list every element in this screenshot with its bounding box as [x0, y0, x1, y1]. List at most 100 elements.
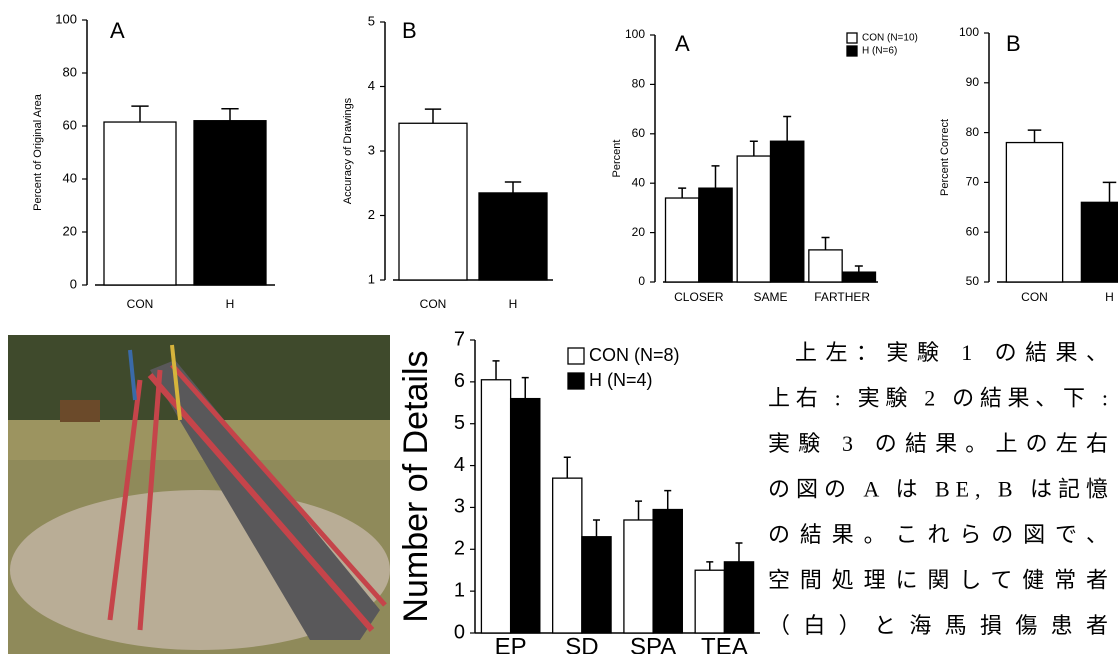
caption-line: 空間処理に関して健常者 [768, 568, 1108, 593]
error-bar [522, 378, 529, 399]
error-bar [131, 106, 148, 122]
bar [511, 399, 540, 633]
y-tick-label: 4 [454, 454, 465, 476]
bar [1081, 202, 1118, 282]
y-tick-label: 2 [454, 538, 465, 560]
bar [553, 478, 582, 633]
y-tick-label: 3 [454, 496, 465, 518]
y-tick-label: 2 [368, 207, 375, 222]
bar [194, 121, 266, 285]
x-tick-label: CON [420, 297, 447, 311]
caption-line: の結果。これらの図で、 [768, 522, 1108, 547]
error-bar [678, 188, 686, 198]
y-tick-label: 100 [55, 11, 77, 26]
y-tick-label: 20 [632, 225, 646, 239]
panel-label: A [110, 18, 125, 43]
y-tick-label: 6 [454, 370, 465, 392]
y-axis-label: Percent Correct [939, 119, 951, 196]
bar [666, 198, 699, 282]
legend-label: CON (N=10) [862, 33, 918, 44]
legend-swatch [568, 348, 584, 364]
legend-swatch [568, 373, 584, 389]
x-tick-label: H [509, 297, 518, 311]
bar [653, 510, 682, 633]
page: {"chart_data": [ {"type": "bar", "label"… [0, 0, 1118, 654]
bar [771, 141, 804, 282]
error-bar [855, 266, 863, 272]
error-bar [706, 562, 713, 570]
x-tick-label: EP [495, 633, 527, 654]
legend-swatch [847, 46, 857, 56]
bar [104, 122, 176, 285]
legend-label: H (N=4) [589, 370, 653, 390]
y-tick-label: 1 [454, 579, 465, 601]
y-axis-label: Percent [611, 140, 623, 178]
x-tick-label: TEA [701, 633, 748, 654]
x-tick-label: CON [127, 297, 154, 311]
y-tick-label: 0 [70, 276, 77, 291]
y-tick-label: 5 [454, 412, 465, 434]
y-axis-label: Accuracy of Drawings [342, 97, 354, 204]
error-bar [635, 501, 642, 520]
y-tick-label: 40 [63, 170, 77, 185]
y-tick-label: 3 [368, 142, 375, 157]
y-tick-label: 0 [454, 621, 465, 643]
x-tick-label: FARTHER [814, 290, 870, 304]
y-tick-label: 60 [632, 126, 646, 140]
x-tick-label: CLOSER [674, 290, 724, 304]
y-tick-label: 50 [966, 274, 980, 288]
y-tick-label: 80 [966, 125, 980, 139]
caption-line: （白）と海馬損傷患者 [768, 613, 1108, 638]
legend-label: CON (N=8) [589, 345, 680, 365]
bar [842, 272, 875, 282]
caption-line: の図の A は BE, B は記憶 [768, 477, 1108, 502]
chart: 0 1 2 3 4 5 6 7 Number of Details EP SD SPA TEA CON (… [397, 328, 760, 654]
caption-line: 上左：実験 1 の結果、 [795, 340, 1108, 365]
y-tick-label: 5 [368, 13, 375, 28]
legend-swatch [847, 33, 857, 43]
y-tick-label: 4 [368, 78, 375, 93]
error-bar [505, 182, 521, 193]
error-bar [783, 117, 791, 142]
y-axis-label: Percent of Original Area [32, 93, 44, 211]
error-bar [822, 238, 830, 250]
chart: 1 2 3 4 5 Accuracy of Drawings B CON H [342, 13, 553, 311]
panel-label: A [675, 31, 690, 56]
x-tick-label: SPA [630, 633, 676, 654]
y-tick-label: 60 [63, 117, 77, 132]
bar [481, 380, 510, 633]
y-tick-label: 80 [632, 77, 646, 91]
x-tick-label: H [226, 297, 235, 311]
error-bar [221, 109, 238, 121]
error-bar [1028, 130, 1042, 142]
legend-label: H (N=6) [862, 46, 897, 57]
bar [1006, 143, 1062, 282]
y-tick-label: 80 [63, 64, 77, 79]
error-bar [564, 457, 571, 478]
chart: 0 20 40 60 80 100 Percent of Original Area A CON… [32, 11, 275, 311]
y-tick-label: 1 [368, 271, 375, 286]
y-axis-label: Number of Details [397, 350, 435, 622]
bar [724, 562, 753, 633]
bar [479, 193, 547, 280]
error-bar [735, 543, 742, 562]
y-tick-label: 0 [638, 274, 645, 288]
error-bar [711, 166, 719, 188]
y-tick-label: 60 [966, 224, 980, 238]
bar [399, 123, 467, 280]
error-bar [425, 109, 441, 123]
photo [8, 335, 390, 654]
x-tick-label: SD [565, 633, 598, 654]
y-tick-label: 90 [966, 75, 980, 89]
y-tick-label: 7 [454, 328, 465, 350]
bar [624, 520, 653, 633]
y-tick-label: 20 [63, 223, 77, 238]
bar [582, 537, 611, 633]
caption-line: 上右 : 実験 2 の結果、下 : [768, 386, 1108, 411]
panel-label: B [402, 18, 417, 43]
x-tick-label: SAME [753, 290, 787, 304]
y-tick-label: 100 [625, 27, 645, 41]
bar [809, 250, 842, 282]
